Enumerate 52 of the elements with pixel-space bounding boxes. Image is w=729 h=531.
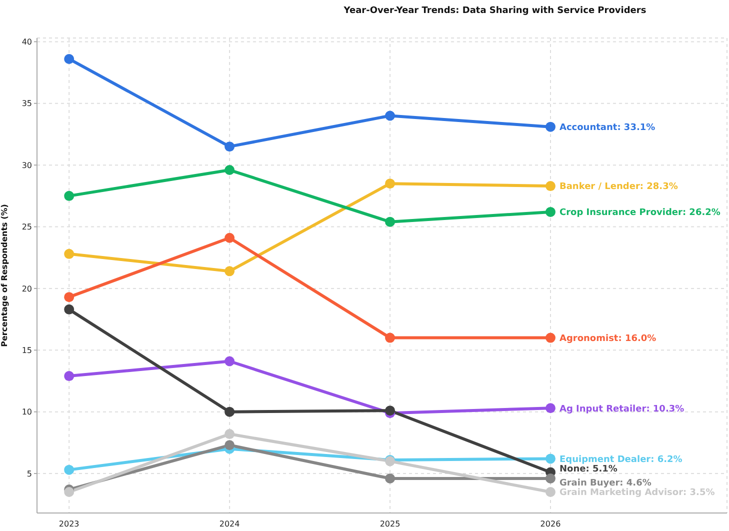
annotation: Agronomist: 16.0%	[559, 334, 656, 344]
point	[385, 332, 396, 343]
y-tick-label: 5	[26, 469, 32, 478]
point	[545, 473, 556, 484]
annotation: None: 5.1%	[559, 464, 618, 474]
point	[64, 464, 74, 475]
x-tick-label: 2023	[58, 520, 80, 529]
point	[385, 110, 396, 121]
annotation: Equipment Dealer: 6.2%	[559, 454, 682, 465]
point	[545, 122, 556, 132]
point	[545, 206, 556, 217]
y-tick-label: 40	[22, 38, 32, 47]
annotation: Grain Buyer: 4.6%	[559, 478, 652, 489]
y-tick-label: 30	[22, 160, 32, 170]
point	[224, 165, 235, 176]
chart-title: Year-Over-Year Trends: Data Sharing with Service Providers	[342, 6, 648, 16]
x-tick-label: 2025	[380, 520, 400, 529]
point	[224, 356, 235, 366]
point	[385, 406, 396, 416]
point	[385, 178, 396, 189]
point	[64, 487, 74, 498]
x-tick-label: 2024	[219, 520, 240, 529]
point	[64, 292, 74, 302]
point	[64, 304, 74, 314]
annotation: Accountant: 33.1%	[559, 122, 656, 133]
point	[224, 440, 235, 450]
y-tick-label: 10	[22, 408, 32, 417]
point	[64, 248, 74, 259]
point	[224, 142, 235, 152]
y-axis-title: Percentage of Respondents (%)	[0, 204, 9, 347]
point	[545, 181, 556, 192]
point	[545, 487, 556, 498]
y-tick-label: 35	[22, 99, 32, 108]
point	[545, 403, 556, 414]
point	[224, 266, 235, 276]
point	[224, 232, 235, 243]
point	[64, 190, 74, 201]
annotation: Ag Input Retailer: 10.3%	[559, 404, 684, 414]
point	[224, 429, 235, 440]
point	[224, 406, 235, 417]
x-tick-label: 2026	[540, 520, 561, 529]
point	[385, 216, 396, 227]
point	[64, 54, 74, 64]
y-tick-label: 25	[22, 222, 32, 232]
point	[64, 371, 74, 382]
y-tick-label: 15	[22, 346, 32, 355]
point	[385, 473, 396, 484]
y-tick-label: 20	[22, 284, 32, 294]
point	[545, 454, 556, 464]
annotation: Banker / Lender: 28.3%	[559, 182, 678, 192]
point	[545, 332, 556, 343]
annotation: Crop Insurance Provider: 26.2%	[559, 208, 720, 218]
